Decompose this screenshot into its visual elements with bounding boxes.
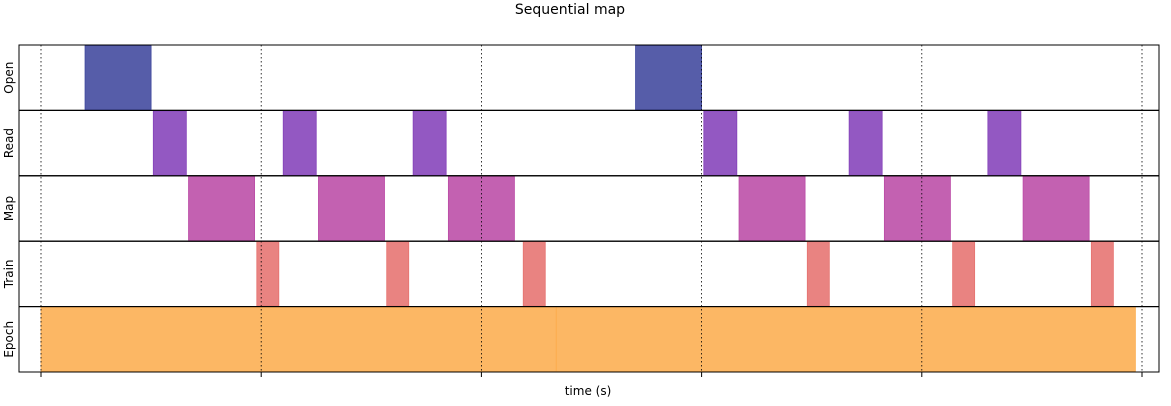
bar-map-4 — [883, 175, 951, 242]
bar-train-1 — [386, 241, 410, 307]
chart-title: Sequential map — [515, 2, 625, 18]
lane-label-read: Read — [2, 128, 16, 158]
bar-train-4 — [952, 241, 976, 307]
bar-map-5 — [1022, 175, 1090, 242]
bar-train-5 — [1090, 241, 1114, 307]
bar-read-2 — [412, 110, 447, 176]
lanes-layer: Open Read Map Train Epoch — [2, 44, 1160, 377]
bar-epoch-1 — [555, 306, 1136, 372]
lane-border-epoch — [18, 306, 1160, 373]
bar-map-3 — [738, 175, 806, 242]
bar-read-4 — [848, 110, 883, 176]
lane-label-train: Train — [2, 260, 16, 290]
bar-epoch-0 — [40, 306, 557, 372]
bar-read-0 — [152, 110, 187, 176]
bar-train-2 — [522, 241, 546, 307]
bar-train-0 — [256, 241, 280, 307]
bar-train-3 — [806, 241, 830, 307]
bar-read-1 — [282, 110, 317, 176]
bar-open-0 — [84, 45, 152, 111]
lane-label-epoch: Epoch — [2, 321, 16, 358]
lane-label-map: Map — [2, 196, 16, 221]
bar-read-5 — [987, 110, 1022, 176]
x-axis-label: time (s) — [565, 384, 612, 398]
lane-frame-train — [18, 240, 1160, 308]
lane-frame-open — [18, 44, 1160, 111]
bar-read-3 — [703, 110, 738, 176]
bar-map-1 — [318, 175, 385, 242]
lane-frame-read — [18, 109, 1160, 177]
bar-map-0 — [188, 175, 255, 242]
lane-label-open: Open — [2, 62, 16, 94]
bar-open-1 — [635, 45, 702, 111]
